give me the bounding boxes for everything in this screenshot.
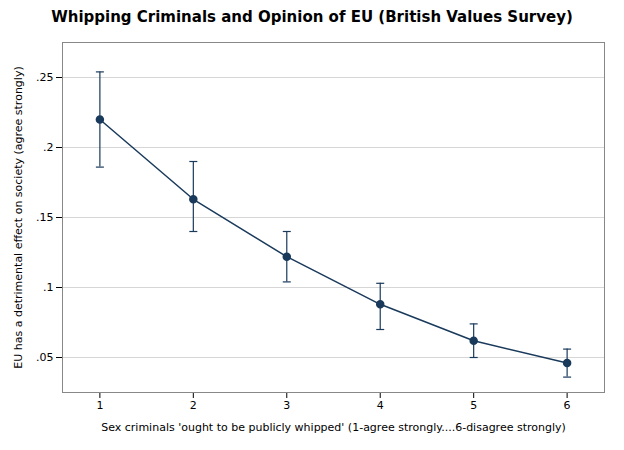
svg-text:4: 4 xyxy=(377,399,384,412)
svg-text:.25: .25 xyxy=(36,71,54,84)
svg-text:5: 5 xyxy=(470,399,477,412)
svg-text:6: 6 xyxy=(564,399,571,412)
svg-text:.15: .15 xyxy=(36,211,54,224)
svg-text:.1: .1 xyxy=(43,281,54,294)
html-text:Whipping Criminals and Opinion: Whipping Criminals and Opinion of EU (Br… xyxy=(51,8,573,26)
svg-text:Sex criminals 'ought to be pub: Sex criminals 'ought to be publicly whip… xyxy=(101,421,566,434)
svg-text:3: 3 xyxy=(283,399,290,412)
svg-text:EU has a detrimental effect on: EU has a detrimental effect on society (… xyxy=(12,66,25,368)
svg-text:2: 2 xyxy=(190,399,197,412)
svg-text:.05: .05 xyxy=(36,351,54,364)
svg-text:1: 1 xyxy=(96,399,103,412)
svg-text:.2: .2 xyxy=(43,141,54,154)
